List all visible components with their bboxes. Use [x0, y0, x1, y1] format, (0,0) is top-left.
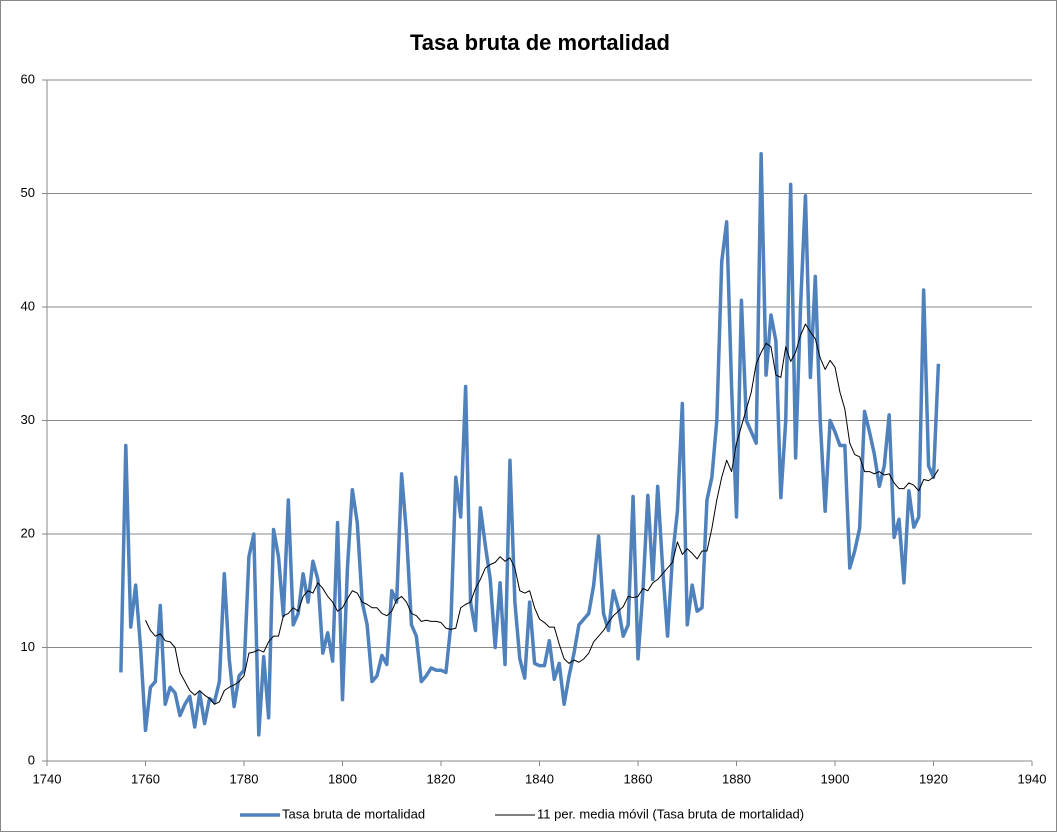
- chart-title: Tasa bruta de mortalidad: [410, 30, 670, 55]
- y-tick-label: 0: [28, 752, 35, 767]
- y-tick-label: 20: [21, 525, 35, 540]
- y-tick-label: 40: [21, 298, 35, 313]
- x-tick-label: 1900: [821, 771, 850, 786]
- x-tick-label: 1920: [919, 771, 948, 786]
- legend-label: Tasa bruta de mortalidad: [282, 806, 425, 821]
- x-tick-label: 1740: [33, 771, 62, 786]
- y-tick-label: 30: [21, 412, 35, 427]
- legend-label: 11 per. media móvil (Tasa bruta de morta…: [537, 806, 804, 821]
- x-tick-label: 1940: [1018, 771, 1047, 786]
- x-tick-label: 1760: [131, 771, 160, 786]
- x-tick-label: 1840: [525, 771, 554, 786]
- y-tick-label: 10: [21, 639, 35, 654]
- x-tick-label: 1820: [427, 771, 456, 786]
- x-tick-label: 1780: [230, 771, 259, 786]
- x-tick-label: 1860: [624, 771, 653, 786]
- series-line: [119, 152, 941, 737]
- x-tick-label: 1880: [722, 771, 751, 786]
- y-tick-label: 60: [21, 71, 35, 86]
- x-tick-label: 1800: [328, 771, 357, 786]
- y-tick-label: 50: [21, 185, 35, 200]
- series-line: [145, 323, 939, 705]
